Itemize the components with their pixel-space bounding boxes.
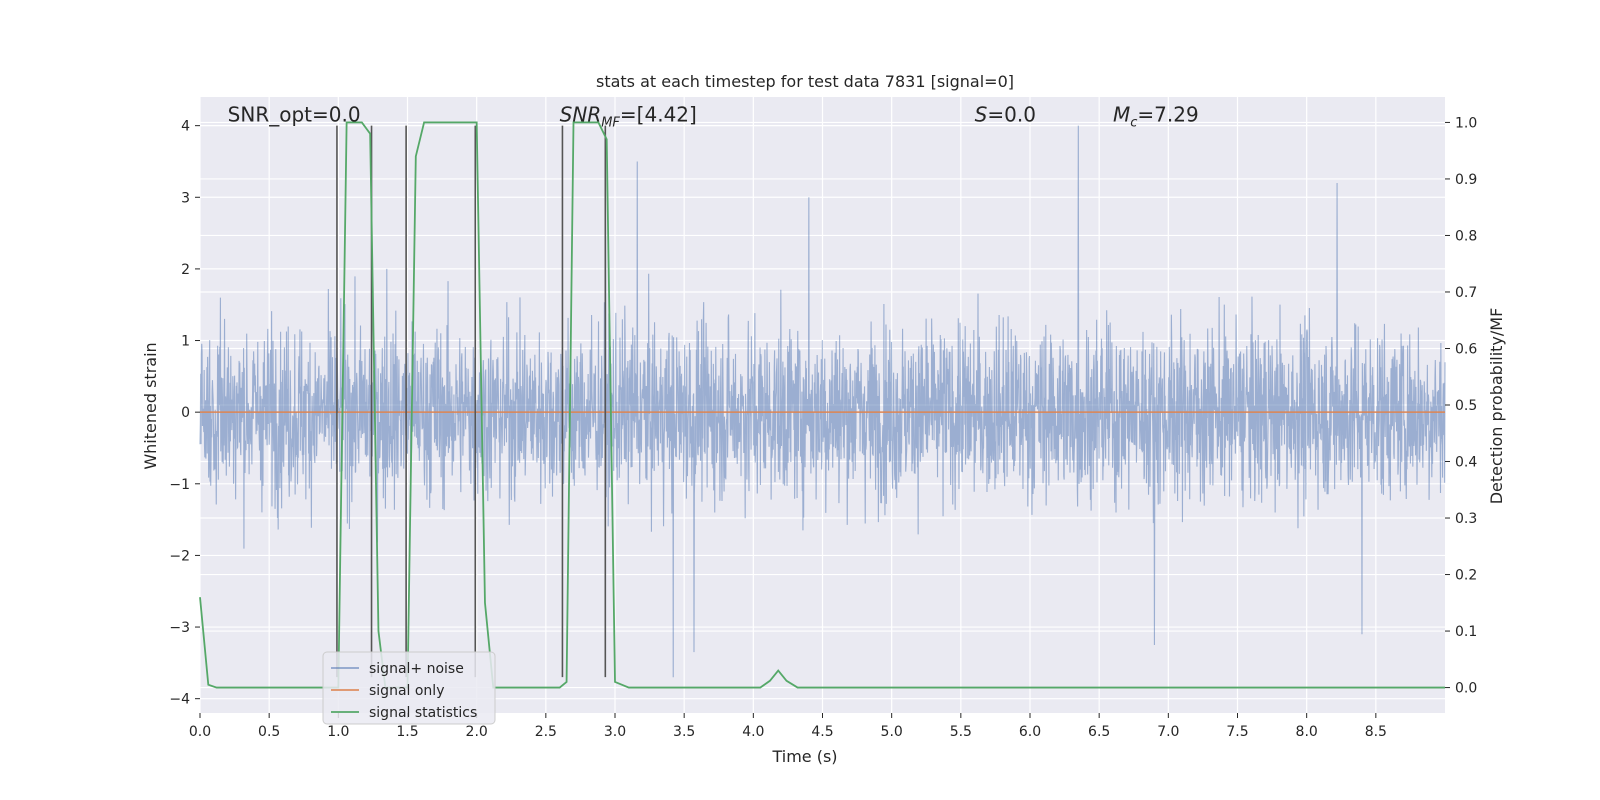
y2-tick-label: 0.5 [1455, 398, 1477, 414]
x-tick-label: 0.5 [258, 724, 280, 740]
x-tick-label: 5.0 [881, 724, 903, 740]
x-tick-label: 8.5 [1365, 724, 1387, 740]
y2-axis-label: Detection probability/MF [1487, 308, 1506, 505]
y2-tick-label: 0.2 [1455, 568, 1477, 584]
x-tick-label: 1.5 [396, 724, 418, 740]
y2-tick-label: 0.9 [1455, 172, 1477, 188]
x-tick-label: 7.0 [1157, 724, 1179, 740]
legend-box [322, 651, 496, 725]
y2-tick-label: 0.6 [1455, 341, 1477, 357]
x-tick-label: 2.5 [535, 724, 557, 740]
x-tick-label: 6.0 [1019, 724, 1041, 740]
x-tick-label: 6.5 [1088, 724, 1110, 740]
y-tick-label: 3 [181, 190, 190, 206]
annotation-label: SNRMF=[4.42] [560, 102, 697, 130]
x-tick-label: 2.0 [466, 724, 488, 740]
y2-tick-label: 0.7 [1455, 285, 1477, 301]
y2-tick-label: 0.4 [1455, 455, 1477, 471]
y2-tick-label: 0.3 [1455, 511, 1477, 527]
legend-label: signal statistics [369, 705, 477, 721]
annotation-label: SNR_opt=0.0 [228, 102, 361, 126]
y-tick-label: 2 [181, 262, 190, 278]
y-tick-label: 0 [181, 405, 190, 421]
x-axis-label: Time (s) [771, 747, 837, 766]
y2-tick-label: 0.8 [1455, 228, 1477, 244]
y-tick-label: −4 [169, 692, 190, 708]
x-tick-label: 4.0 [742, 724, 764, 740]
y-tick-label: −2 [169, 548, 190, 564]
x-tick-label: 4.5 [811, 724, 833, 740]
y-tick-label: −1 [169, 477, 190, 493]
chart-title: stats at each timestep for test data 783… [596, 72, 1014, 91]
x-tick-label: 7.5 [1226, 724, 1248, 740]
y-tick-label: 4 [181, 119, 190, 135]
y-axis-label: Whitened strain [141, 342, 160, 469]
y-tick-label: −3 [169, 620, 190, 636]
x-tick-label: 1.0 [327, 724, 349, 740]
x-tick-label: 3.5 [673, 724, 695, 740]
annotation-label: S=0.0 [975, 102, 1036, 126]
series-signal-statistics-line [199, 121, 1445, 689]
legend-label: signal+ noise [369, 661, 464, 677]
x-tick-label: 0.0 [189, 724, 211, 740]
x-tick-label: 5.5 [950, 724, 972, 740]
y2-tick-label: 1.0 [1455, 115, 1477, 131]
y2-tick-label: 0.0 [1455, 681, 1477, 697]
legend-label: signal only [369, 683, 444, 699]
y-tick-label: 1 [181, 334, 190, 350]
y2-tick-label: 0.1 [1455, 624, 1477, 640]
annotation-label: Mc=7.29 [1113, 102, 1199, 130]
series-signal-noise-line [199, 125, 1446, 678]
x-tick-label: 3.0 [604, 724, 626, 740]
x-tick-label: 8.0 [1296, 724, 1318, 740]
